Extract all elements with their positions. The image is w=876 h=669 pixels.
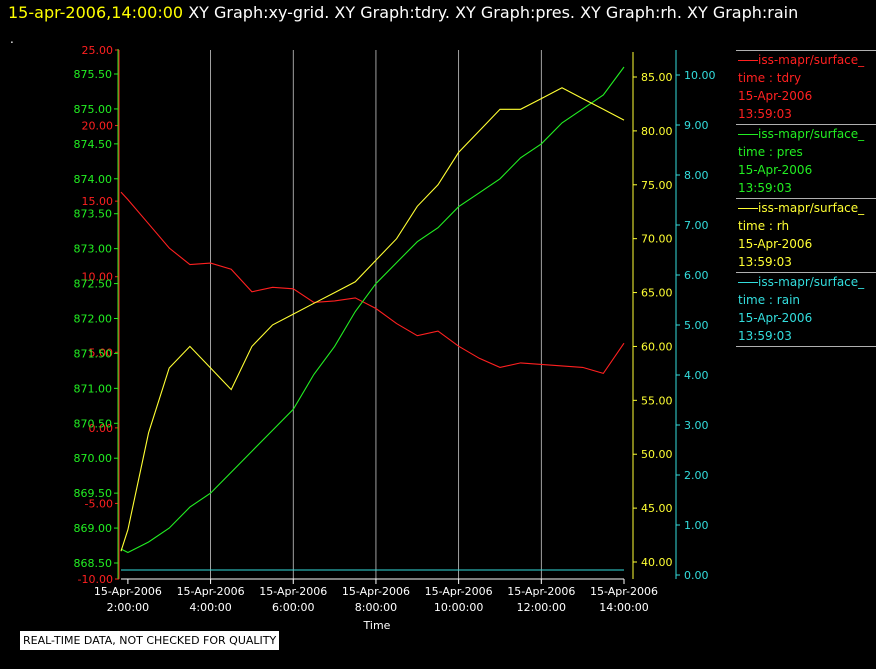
legend-entry-rh: iss-mapr/surface_ time : rh 15-Apr-2006 … <box>736 198 876 272</box>
y-tick-label-tdry: 10.00 <box>82 271 114 284</box>
legend-date-rh: 15-Apr-2006 <box>738 237 813 251</box>
x-tick-label-time: 10:00:00 <box>434 601 483 614</box>
y-tick-label-pres: 874.50 <box>74 138 113 151</box>
y-tick-label-rh: 75.00 <box>641 179 673 192</box>
top-mark: . <box>10 32 14 46</box>
y-tick-label-rh: 85.00 <box>641 71 673 84</box>
y-tick-label-pres: 868.50 <box>74 557 113 570</box>
y-tick-label-rain: 4.00 <box>684 369 709 382</box>
y-tick-label-rh: 65.00 <box>641 287 673 300</box>
y-tick-label-pres: 870.50 <box>74 417 113 430</box>
y-tick-label-rh: 50.00 <box>641 448 673 461</box>
y-tick-label-pres: 875.50 <box>74 68 113 81</box>
header-timestamp: 15-apr-2006,14:00:00 <box>8 3 184 22</box>
legend-line-pres <box>738 134 758 135</box>
legend-name-pres: iss-mapr/surface_ <box>758 127 865 141</box>
legend: iss-mapr/surface_ time : tdry 15-Apr-200… <box>736 50 876 347</box>
x-tick-label-time: 12:00:00 <box>517 601 566 614</box>
series-line-tdry <box>120 191 625 375</box>
y-tick-label-pres: 869.50 <box>74 487 113 500</box>
header-graph-list: XY Graph:xy-grid. XY Graph:tdry. XY Grap… <box>188 3 799 22</box>
legend-line-rain <box>738 282 758 283</box>
y-tick-label-rh: 70.00 <box>641 233 673 246</box>
series-line-pres <box>120 66 625 554</box>
x-tick-label-date: 15-Apr-2006 <box>590 585 658 598</box>
x-axis-label: Time <box>363 619 391 632</box>
y-tick-label-pres: 875.00 <box>74 103 113 116</box>
y-tick-label-pres: 871.00 <box>74 382 113 395</box>
legend-name-tdry: iss-mapr/surface_ <box>758 53 865 67</box>
y-tick-label-tdry: -5.00 <box>85 497 113 510</box>
x-tick-label-date: 15-Apr-2006 <box>425 585 493 598</box>
legend-date-rain: 15-Apr-2006 <box>738 311 813 325</box>
y-tick-label-rain: 3.00 <box>684 419 709 432</box>
legend-var-rh: time : rh <box>738 219 790 233</box>
legend-entry-tdry: iss-mapr/surface_ time : tdry 15-Apr-200… <box>736 50 876 124</box>
y-tick-label-pres: 869.00 <box>74 522 113 535</box>
y-tick-label-pres: 872.00 <box>74 313 113 326</box>
y-tick-label-tdry: 15.00 <box>82 195 114 208</box>
legend-name-rain: iss-mapr/surface_ <box>758 275 865 289</box>
legend-name-rh: iss-mapr/surface_ <box>758 201 865 215</box>
quality-disclaimer: REAL-TIME DATA, NOT CHECKED FOR QUALITY <box>19 630 281 651</box>
legend-line-rh <box>738 208 758 209</box>
y-tick-label-pres: 871.50 <box>74 347 113 360</box>
legend-time-rh: 13:59:03 <box>738 255 792 269</box>
y-tick-label-rain: 0.00 <box>684 569 709 582</box>
y-tick-label-rh: 45.00 <box>641 502 673 515</box>
legend-var-pres: time : pres <box>738 145 803 159</box>
y-tick-label-tdry: 20.00 <box>82 120 114 133</box>
y-tick-label-pres: 873.00 <box>74 243 113 256</box>
y-tick-label-pres: 873.50 <box>74 208 113 221</box>
y-tick-label-rain: 1.00 <box>684 519 709 532</box>
legend-time-pres: 13:59:03 <box>738 181 792 195</box>
legend-time-rain: 13:59:03 <box>738 329 792 343</box>
y-tick-label-tdry: 25.00 <box>82 44 114 57</box>
x-tick-label-date: 15-Apr-2006 <box>177 585 245 598</box>
legend-entry-rain: iss-mapr/surface_ time : rain 15-Apr-200… <box>736 272 876 347</box>
y-tick-label-pres: 872.50 <box>74 278 113 291</box>
legend-date-tdry: 15-Apr-2006 <box>738 89 813 103</box>
y-tick-label-tdry: 5.00 <box>89 346 114 359</box>
y-tick-label-rh: 40.00 <box>641 556 673 569</box>
y-tick-label-rain: 2.00 <box>684 469 709 482</box>
y-tick-label-pres: 870.00 <box>74 452 113 465</box>
graph-header: 15-apr-2006,14:00:00 XY Graph:xy-grid. X… <box>8 3 798 22</box>
y-tick-label-rh: 60.00 <box>641 340 673 353</box>
x-tick-label-time: 2:00:00 <box>107 601 149 614</box>
y-tick-label-rain: 10.00 <box>684 69 716 82</box>
legend-var-tdry: time : tdry <box>738 71 802 85</box>
legend-line-tdry <box>738 60 758 61</box>
x-tick-label-time: 8:00:00 <box>355 601 397 614</box>
y-tick-label-tdry: -10.00 <box>78 573 113 586</box>
y-tick-label-pres: 874.00 <box>74 173 113 186</box>
legend-entry-pres: iss-mapr/surface_ time : pres 15-Apr-200… <box>736 124 876 198</box>
y-tick-label-rain: 9.00 <box>684 119 709 132</box>
y-tick-label-rh: 55.00 <box>641 394 673 407</box>
x-tick-label-date: 15-Apr-2006 <box>342 585 410 598</box>
legend-time-tdry: 13:59:03 <box>738 107 792 121</box>
y-tick-label-rain: 8.00 <box>684 169 709 182</box>
series-line-rh <box>120 87 625 552</box>
x-tick-label-date: 15-Apr-2006 <box>507 585 575 598</box>
y-tick-label-rain: 5.00 <box>684 319 709 332</box>
x-tick-label-time: 14:00:00 <box>599 601 648 614</box>
y-tick-label-rh: 80.00 <box>641 125 673 138</box>
y-tick-label-rain: 6.00 <box>684 269 709 282</box>
legend-var-rain: time : rain <box>738 293 801 307</box>
x-tick-label-time: 6:00:00 <box>272 601 314 614</box>
x-tick-label-date: 15-Apr-2006 <box>94 585 162 598</box>
y-tick-label-rain: 7.00 <box>684 219 709 232</box>
legend-date-pres: 15-Apr-2006 <box>738 163 813 177</box>
x-tick-label-time: 4:00:00 <box>189 601 231 614</box>
x-tick-label-date: 15-Apr-2006 <box>259 585 327 598</box>
y-tick-label-tdry: 0.00 <box>89 422 114 435</box>
